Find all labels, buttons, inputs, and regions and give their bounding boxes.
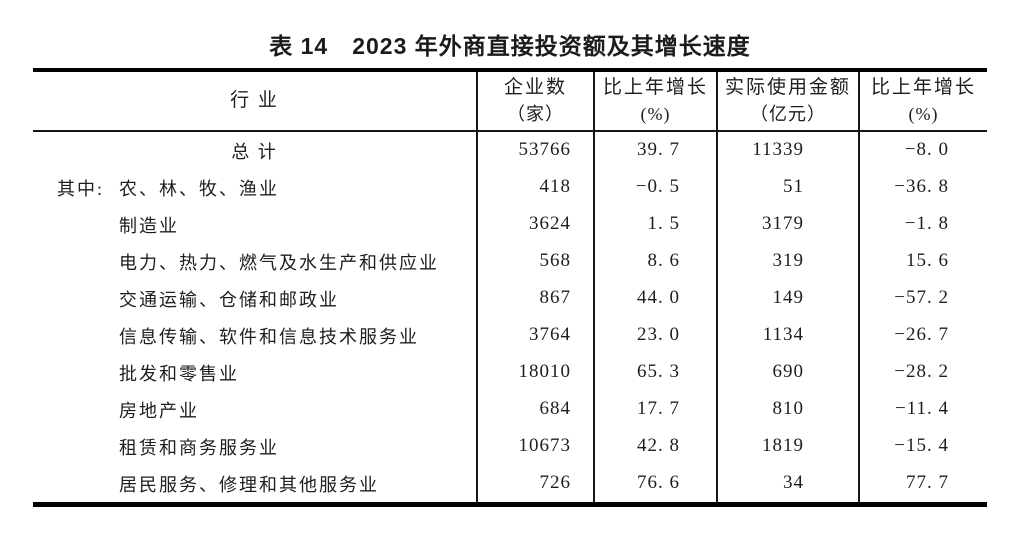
amount-value: 34 — [718, 465, 860, 502]
table-header-row: 行 业 企业数 （家） 比上年增长 (%) 实际使用金额 （亿元） 比上年增长 … — [33, 72, 987, 132]
growth2-value: −1. 8 — [904, 213, 949, 234]
industry-name: 房地产业 — [119, 400, 199, 421]
growth2-value: −11. 4 — [894, 398, 949, 419]
growth1-value: 17. 7 — [595, 391, 718, 428]
enterprises-value: 3624 — [478, 206, 595, 243]
amount-value: 3179 — [718, 206, 860, 243]
amount-value: 11339 — [718, 132, 860, 169]
growth1-value: −0. 5 — [595, 169, 718, 206]
header-growth2-label: 比上年增长 — [870, 77, 976, 98]
table-row: 交通运输、仓储和邮政业 867 44. 0 149 −57. 2 — [33, 280, 987, 317]
enterprises-value: 53766 — [478, 132, 595, 169]
industry-name: 农、林、牧、渔业 — [119, 178, 279, 199]
growth2-value: −15. 4 — [894, 435, 949, 456]
header-industry-label: 行 业 — [230, 90, 279, 111]
growth1-value: 8. 6 — [595, 243, 718, 280]
table-row: 居民服务、修理和其他服务业 726 76. 6 34 77. 7 — [33, 465, 987, 502]
amount-value: 1134 — [718, 317, 860, 354]
row-prefix: 其中: — [57, 178, 105, 199]
enterprises-value: 418 — [478, 169, 595, 206]
amount-value: 51 — [718, 169, 860, 206]
table-row-total: 总 计 53766 39. 7 11339 −8. 0 — [33, 132, 987, 169]
growth2-value: −57. 2 — [894, 287, 949, 308]
enterprises-value: 568 — [478, 243, 595, 280]
header-growth1: 比上年增长 (%) — [595, 72, 718, 130]
amount-value: 690 — [718, 354, 860, 391]
table-row: 制造业 3624 1. 5 3179 −1. 8 — [33, 206, 987, 243]
amount-value: 810 — [718, 391, 860, 428]
industry-cell: 批发和零售业 — [33, 354, 478, 391]
enterprises-value: 684 — [478, 391, 595, 428]
industry-name: 租赁和商务服务业 — [119, 437, 279, 458]
amount-value: 1819 — [718, 428, 860, 465]
industry-cell: 居民服务、修理和其他服务业 — [33, 465, 478, 502]
industry-cell: 其中: 农、林、牧、渔业 — [33, 169, 478, 206]
amount-value: 149 — [718, 280, 860, 317]
growth2-value: −36. 8 — [894, 176, 949, 197]
industry-name: 电力、热力、燃气及水生产和供应业 — [119, 252, 439, 273]
header-growth2: 比上年增长 (%) — [860, 72, 987, 130]
industry-name: 信息传输、软件和信息技术服务业 — [119, 326, 419, 347]
header-enterprises-label: 企业数 — [503, 77, 567, 98]
growth2-value: −26. 7 — [894, 324, 949, 345]
industry-name: 居民服务、修理和其他服务业 — [119, 474, 379, 495]
table-row: 信息传输、软件和信息技术服务业 3764 23. 0 1134 −26. 7 — [33, 317, 987, 354]
enterprises-value: 726 — [478, 465, 595, 502]
industry-name: 制造业 — [119, 215, 179, 236]
header-industry: 行 业 — [33, 72, 478, 130]
growth2-value: −8. 0 — [904, 139, 949, 160]
header-growth2-unit: (%) — [908, 104, 939, 124]
growth1-value: 23. 0 — [595, 317, 718, 354]
amount-value: 319 — [718, 243, 860, 280]
industry-name: 交通运输、仓储和邮政业 — [119, 289, 339, 310]
enterprises-value: 18010 — [478, 354, 595, 391]
growth2-value: 77. 7 — [906, 472, 949, 493]
fdi-table: 行 业 企业数 （家） 比上年增长 (%) 实际使用金额 （亿元） 比上年增长 … — [33, 68, 987, 507]
growth2-value: −28. 2 — [894, 361, 949, 382]
growth2-value: 15. 6 — [906, 250, 949, 271]
growth1-value: 39. 7 — [595, 132, 718, 169]
enterprises-value: 867 — [478, 280, 595, 317]
header-enterprises: 企业数 （家） — [478, 72, 595, 130]
growth1-value: 42. 8 — [595, 428, 718, 465]
header-enterprises-unit: （家） — [507, 104, 564, 124]
table-row: 批发和零售业 18010 65. 3 690 −28. 2 — [33, 354, 987, 391]
table-row: 其中: 农、林、牧、渔业 418 −0. 5 51 −36. 8 — [33, 169, 987, 206]
table-row: 电力、热力、燃气及水生产和供应业 568 8. 6 319 15. 6 — [33, 243, 987, 280]
growth1-value: 1. 5 — [595, 206, 718, 243]
industry-cell: 制造业 — [33, 206, 478, 243]
enterprises-value: 10673 — [478, 428, 595, 465]
industry-cell: 总 计 — [33, 132, 478, 169]
header-amount: 实际使用金额 （亿元） — [718, 72, 860, 130]
industry-name: 总 计 — [231, 141, 278, 162]
growth1-value: 76. 6 — [595, 465, 718, 502]
industry-cell: 租赁和商务服务业 — [33, 428, 478, 465]
industry-cell: 电力、热力、燃气及水生产和供应业 — [33, 243, 478, 280]
growth1-value: 44. 0 — [595, 280, 718, 317]
industry-name: 批发和零售业 — [119, 363, 239, 384]
growth1-value: 65. 3 — [595, 354, 718, 391]
header-growth1-label: 比上年增长 — [602, 77, 708, 98]
header-growth1-unit: (%) — [640, 104, 671, 124]
enterprises-value: 3764 — [478, 317, 595, 354]
header-amount-label: 实际使用金额 — [724, 77, 851, 98]
table-row: 房地产业 684 17. 7 810 −11. 4 — [33, 391, 987, 428]
table-title: 表 14 2023 年外商直接投资额及其增长速度 — [269, 33, 751, 59]
industry-cell: 交通运输、仓储和邮政业 — [33, 280, 478, 317]
industry-cell: 信息传输、软件和信息技术服务业 — [33, 317, 478, 354]
industry-cell: 房地产业 — [33, 391, 478, 428]
header-amount-unit: （亿元） — [750, 104, 826, 124]
table-row: 租赁和商务服务业 10673 42. 8 1819 −15. 4 — [33, 428, 987, 465]
